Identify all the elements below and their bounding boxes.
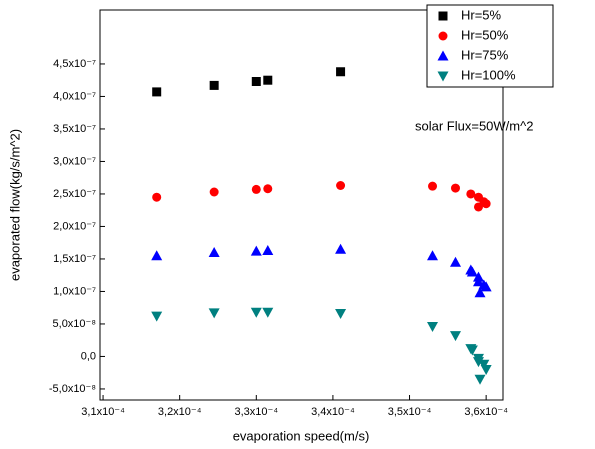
legend-marker (437, 50, 449, 61)
x-tick-label: 3,1x10⁻⁴ (81, 406, 125, 418)
point (427, 250, 439, 261)
point (262, 307, 274, 318)
point (466, 345, 478, 356)
y-tick-label: 0,0 (81, 350, 96, 362)
point (472, 276, 484, 287)
legend-label: Hr=50% (461, 27, 509, 42)
y-tick-label: 4,5x10⁻⁷ (53, 58, 96, 70)
point (263, 75, 273, 85)
point (450, 183, 460, 193)
x-tick-label: 3,6x10⁻⁴ (464, 406, 508, 418)
annotation: solar Flux=50W/m^2 (415, 118, 533, 133)
point (336, 67, 346, 77)
y-tick-label: 2,5x10⁻⁷ (53, 188, 96, 200)
point (449, 256, 461, 267)
point (208, 246, 220, 257)
x-axis-label: evaporation speed(m/s) (233, 428, 370, 443)
point (466, 266, 478, 277)
point (209, 80, 219, 90)
y-axis-label: evaporated flow(kg/s/m^2) (7, 129, 22, 281)
point (478, 359, 490, 370)
point (480, 281, 492, 292)
point (152, 192, 162, 202)
legend-label: Hr=5% (461, 7, 502, 22)
y-tick-label: 2,0x10⁻⁷ (53, 220, 96, 232)
point (208, 308, 220, 319)
point (251, 77, 261, 86)
point (263, 184, 273, 194)
point (251, 184, 261, 194)
point (151, 250, 163, 261)
legend-marker (438, 11, 448, 21)
point (151, 311, 163, 322)
point (336, 181, 346, 190)
point (481, 199, 491, 209)
point (449, 331, 461, 342)
point (335, 309, 347, 320)
legend-box (426, 4, 554, 88)
y-tick-label: 3,0x10⁻⁷ (53, 155, 96, 167)
legend-label: Hr=100% (461, 67, 516, 82)
legend-label: Hr=75% (461, 47, 509, 62)
y-tick-label: 5,0x10⁻⁸ (53, 318, 96, 330)
point (472, 357, 484, 368)
point (474, 374, 486, 385)
y-tick-label: 1,0x10⁻⁷ (53, 285, 96, 297)
x-tick-label: 3,2x10⁻⁴ (158, 406, 202, 418)
point (335, 243, 347, 254)
point (474, 287, 486, 298)
x-tick-label: 3,3x10⁻⁴ (235, 406, 279, 418)
y-tick-label: 1,5x10⁻⁷ (53, 253, 96, 265)
point (466, 189, 476, 199)
legend-marker (437, 71, 449, 82)
point (250, 245, 262, 256)
y-tick-label: 3,5x10⁻⁷ (53, 123, 96, 135)
point (209, 187, 219, 197)
x-tick-label: 3,5x10⁻⁴ (388, 406, 432, 418)
y-tick-label: 4,0x10⁻⁷ (53, 90, 96, 102)
x-tick-label: 3,4x10⁻⁴ (311, 406, 355, 418)
point (480, 364, 492, 375)
plot-frame (99, 9, 504, 401)
point (427, 322, 439, 333)
y-tick-label: -5,0x10⁻⁸ (49, 383, 96, 395)
point (250, 307, 262, 318)
point (262, 245, 274, 255)
legend-marker (438, 31, 448, 41)
point (152, 87, 162, 97)
point (428, 181, 438, 191)
